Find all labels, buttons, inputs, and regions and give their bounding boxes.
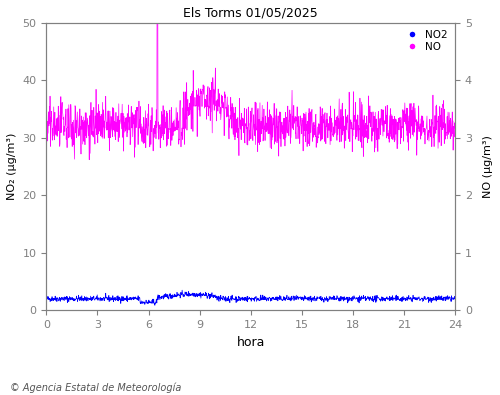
- Y-axis label: NO (μg/m³): NO (μg/m³): [483, 135, 493, 198]
- X-axis label: hora: hora: [236, 336, 265, 348]
- Y-axis label: NO₂ (μg/m³): NO₂ (μg/m³): [7, 133, 17, 200]
- Title: Els Torms 01/05/2025: Els Torms 01/05/2025: [184, 7, 318, 20]
- Text: © Agencia Estatal de Meteorología: © Agencia Estatal de Meteorología: [10, 382, 182, 393]
- Legend: NO2, NO: NO2, NO: [399, 28, 450, 54]
